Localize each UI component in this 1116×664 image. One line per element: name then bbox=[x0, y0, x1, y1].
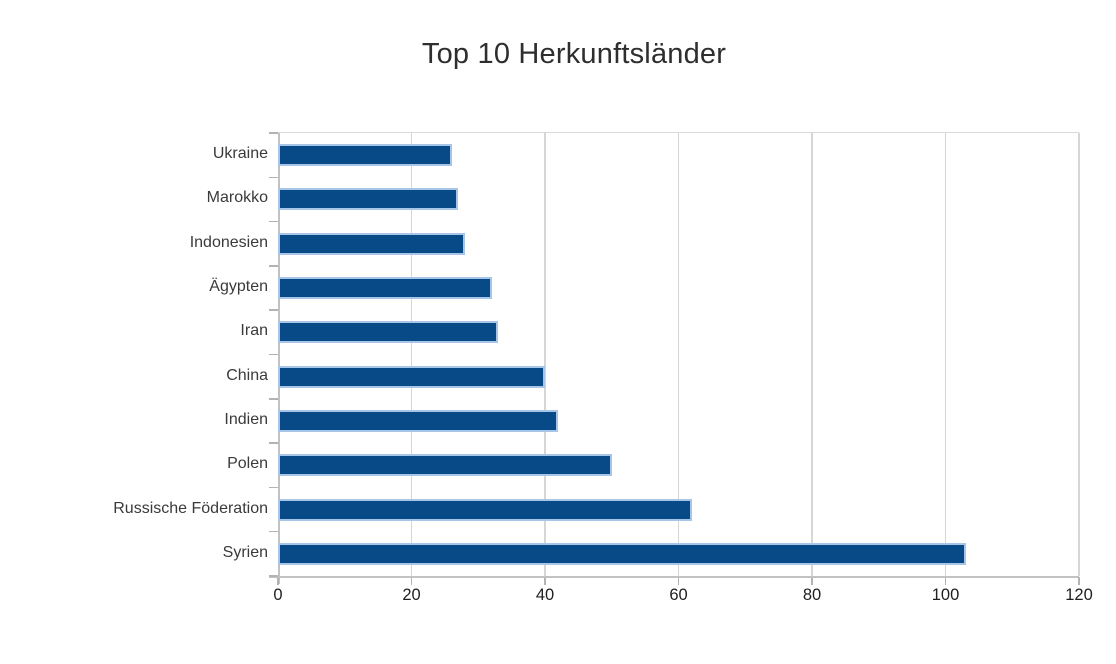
bar-polen bbox=[278, 454, 612, 477]
gridline-x-20 bbox=[410, 133, 413, 576]
category-label-polen: Polen bbox=[227, 455, 268, 473]
x-axis-tick-80 bbox=[811, 577, 813, 585]
y-axis-tick bbox=[269, 176, 278, 179]
y-axis-tick bbox=[269, 353, 278, 356]
plot-area bbox=[269, 132, 1080, 585]
category-label-syrien: Syrien bbox=[222, 543, 268, 561]
gridline-x-80 bbox=[811, 133, 813, 576]
y-axis-tick bbox=[269, 265, 278, 267]
x-axis-tick-label-80: 80 bbox=[802, 586, 822, 604]
x-axis-tick-100 bbox=[944, 577, 947, 585]
category-label-iran: Iran bbox=[240, 322, 268, 340]
x-axis-tick-label-100: 100 bbox=[931, 586, 960, 604]
y-axis-tick bbox=[269, 398, 278, 400]
gridline-x-100 bbox=[944, 133, 947, 576]
bar-syrien bbox=[278, 542, 966, 565]
category-label-ukraine: Ukraine bbox=[212, 145, 268, 163]
bar-ukraine bbox=[278, 144, 452, 167]
bar-china bbox=[278, 365, 545, 388]
category-label-china: China bbox=[226, 366, 268, 384]
chart-title: Top 10 Herkunftsländer bbox=[421, 38, 727, 70]
x-axis-tick-label-0: 0 bbox=[273, 586, 283, 604]
bar-indien bbox=[278, 409, 559, 432]
category-label-indien: Indien bbox=[224, 410, 268, 428]
x-axis-tick-60 bbox=[677, 577, 680, 585]
y-axis-tick bbox=[269, 575, 278, 577]
y-axis-tick bbox=[269, 530, 278, 533]
x-axis-tick-40 bbox=[544, 577, 546, 585]
x-axis-tick-0 bbox=[277, 577, 279, 585]
category-label-russische-föderation: Russische Föderation bbox=[113, 499, 268, 517]
y-axis-tick bbox=[269, 220, 278, 223]
gridline-x-60 bbox=[677, 133, 680, 576]
x-axis-tick-label-60: 60 bbox=[669, 586, 688, 604]
category-label-marokko: Marokko bbox=[206, 189, 268, 207]
y-axis-tick bbox=[269, 132, 278, 134]
x-axis-line bbox=[269, 576, 1079, 578]
x-axis-tick-label-40: 40 bbox=[535, 586, 555, 604]
y-axis-tick bbox=[269, 309, 278, 311]
bar-ägypten bbox=[278, 277, 492, 300]
bar-marokko bbox=[278, 188, 459, 211]
y-axis-tick bbox=[269, 486, 278, 489]
y-axis-line bbox=[278, 133, 280, 584]
y-axis-tick bbox=[269, 442, 278, 444]
x-axis-tick-120 bbox=[1078, 577, 1080, 585]
bar-indonesien bbox=[278, 232, 465, 255]
category-label-ägypten: Ägypten bbox=[209, 278, 268, 296]
bar-iran bbox=[278, 321, 499, 344]
x-axis-tick-20 bbox=[410, 577, 413, 585]
gridline-x-40 bbox=[544, 133, 546, 576]
x-axis-tick-label-120: 120 bbox=[1065, 586, 1093, 604]
gridline-x-120 bbox=[1078, 133, 1080, 576]
category-label-indonesien: Indonesien bbox=[189, 233, 268, 251]
x-axis-tick-label-20: 20 bbox=[402, 586, 421, 604]
bar-russische-föderation bbox=[278, 498, 692, 521]
